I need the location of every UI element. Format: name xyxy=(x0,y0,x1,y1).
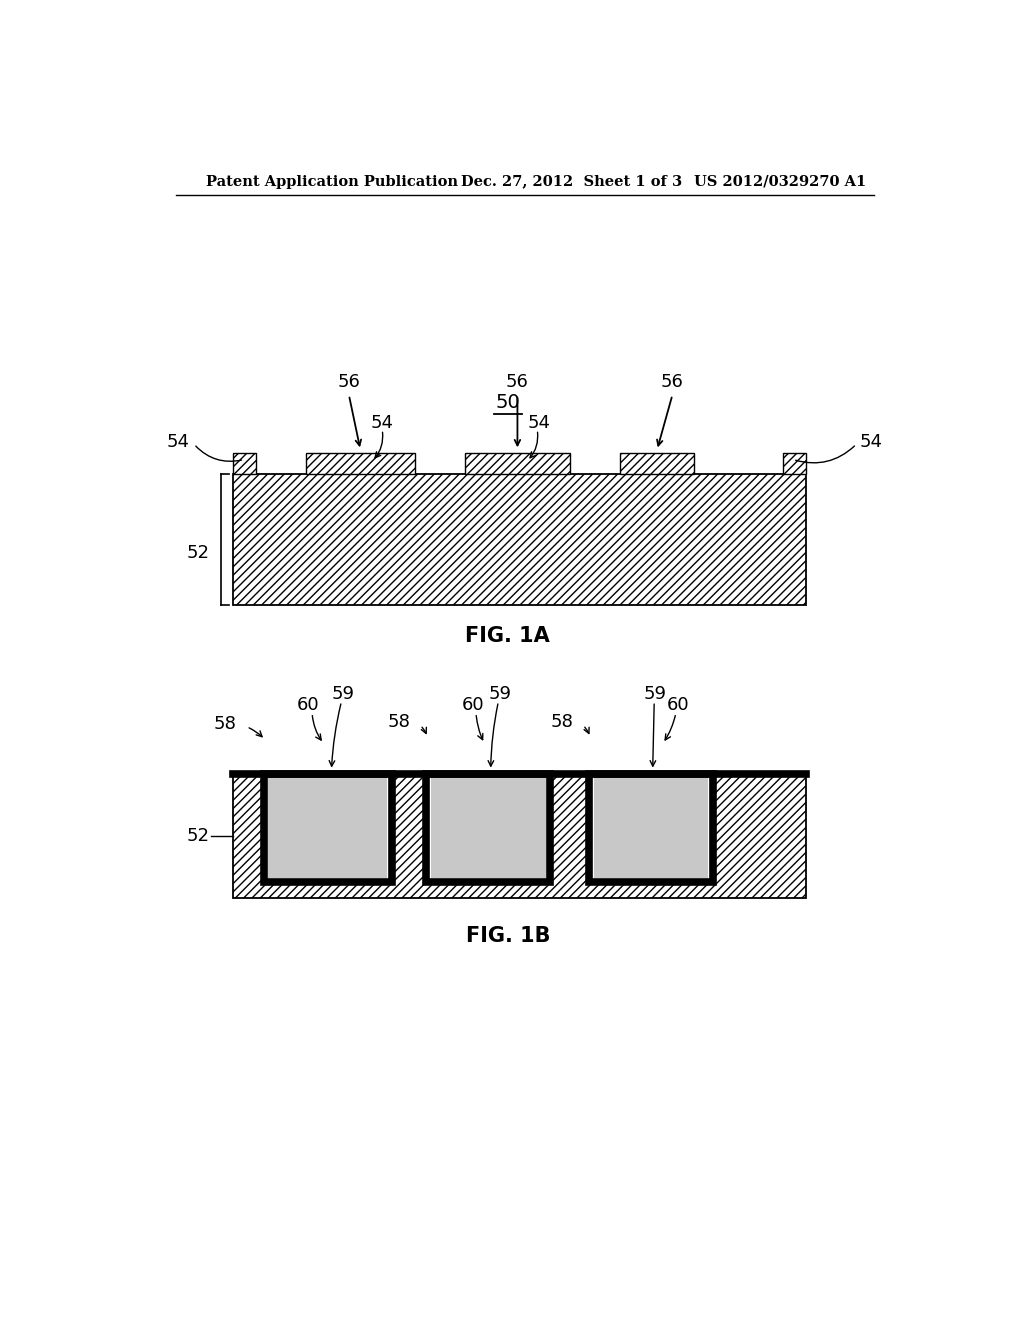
Text: 59: 59 xyxy=(332,685,354,702)
Text: 60: 60 xyxy=(297,696,319,714)
Text: 58: 58 xyxy=(551,713,573,731)
Text: 60: 60 xyxy=(462,696,484,714)
Bar xyxy=(426,775,550,882)
Bar xyxy=(621,453,693,474)
Text: 58: 58 xyxy=(214,715,237,734)
Bar xyxy=(426,775,550,882)
Text: 52: 52 xyxy=(186,828,209,845)
Text: Patent Application Publication: Patent Application Publication xyxy=(206,174,458,189)
Text: Dec. 27, 2012  Sheet 1 of 3: Dec. 27, 2012 Sheet 1 of 3 xyxy=(461,174,682,189)
Text: 54: 54 xyxy=(371,414,393,432)
Bar xyxy=(232,775,806,898)
Text: 58: 58 xyxy=(388,713,411,731)
Text: 54: 54 xyxy=(859,433,883,450)
Text: 54: 54 xyxy=(527,414,550,432)
Bar xyxy=(263,775,391,882)
Text: 52: 52 xyxy=(186,544,209,561)
Text: FIG. 1B: FIG. 1B xyxy=(466,927,550,946)
Text: 56: 56 xyxy=(338,374,360,391)
Text: 56: 56 xyxy=(506,374,528,391)
Text: 59: 59 xyxy=(643,685,667,702)
Bar xyxy=(232,453,256,474)
Text: 56: 56 xyxy=(662,374,684,391)
Text: FIG. 1A: FIG. 1A xyxy=(465,626,550,645)
Text: 59: 59 xyxy=(488,685,512,702)
Bar xyxy=(589,775,713,882)
Bar xyxy=(431,775,546,878)
Bar xyxy=(589,775,713,882)
Bar xyxy=(232,474,806,605)
Bar xyxy=(783,453,806,474)
Bar xyxy=(465,453,569,474)
Bar xyxy=(263,775,391,882)
Text: 50: 50 xyxy=(496,393,520,412)
Text: US 2012/0329270 A1: US 2012/0329270 A1 xyxy=(693,174,866,189)
Text: 60: 60 xyxy=(667,696,689,714)
Bar xyxy=(306,453,415,474)
Bar xyxy=(594,775,709,878)
Bar xyxy=(268,775,387,878)
Text: 54: 54 xyxy=(167,433,190,450)
